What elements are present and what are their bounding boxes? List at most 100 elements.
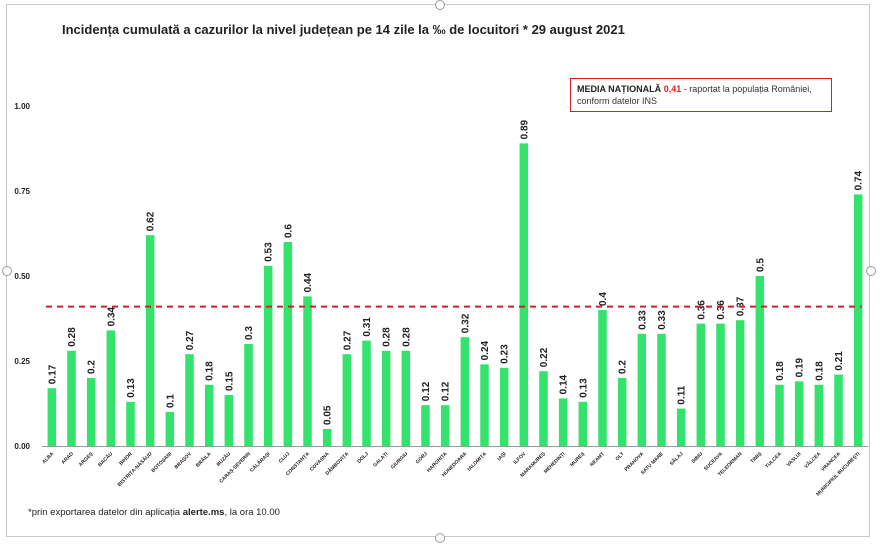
category-label: DOLJ	[356, 451, 370, 465]
bar	[499, 367, 509, 446]
bar	[263, 265, 273, 446]
bar	[617, 378, 627, 446]
bar-value-label: 0.2	[87, 360, 98, 374]
y-tick-label: 0.00	[14, 442, 30, 451]
bar	[676, 408, 686, 446]
national-average-label: MEDIA NAȚIONALĂ	[577, 84, 662, 94]
bar-value-label: 0.2	[618, 360, 629, 374]
bar	[480, 364, 489, 446]
category-label: OLT	[615, 451, 626, 462]
bar-value-label: 0.15	[224, 371, 235, 391]
bar	[539, 371, 548, 446]
category-label: SIBIU	[691, 451, 705, 465]
bar-value-label: 0.05	[323, 405, 334, 425]
category-label: NEAMȚ	[589, 451, 606, 468]
national-average-note: MEDIA NAȚIONALĂ 0,41 - raportat la popul…	[570, 78, 832, 112]
bar-value-label: 0.53	[264, 242, 275, 262]
bar	[735, 320, 745, 446]
footnote-source: alerte.ms	[182, 507, 225, 518]
bar	[204, 384, 214, 446]
bar-value-label: 0.34	[106, 306, 117, 326]
bar	[145, 235, 155, 446]
category-label: MUREȘ	[569, 451, 586, 468]
footnote: *prin exportarea datelor din aplicația a…	[28, 507, 280, 518]
category-label: BACĂU	[97, 450, 115, 468]
bar	[362, 340, 371, 446]
bar-value-label: 0.28	[382, 327, 393, 347]
bar	[519, 143, 529, 446]
category-label: BRĂILA	[194, 450, 213, 469]
bar-value-label: 0.28	[401, 327, 412, 347]
category-label: GALAȚI	[372, 451, 390, 469]
national-average-text-2: conform datelor INS	[577, 96, 658, 106]
category-label: BIHOR	[118, 451, 134, 467]
bar-value-label: 0.17	[47, 364, 58, 384]
bar-value-label: 0.18	[775, 361, 786, 381]
bar-value-label: 0.36	[716, 300, 727, 320]
bar-value-label: 0.32	[460, 313, 471, 333]
bar	[322, 429, 332, 446]
bar	[303, 296, 312, 446]
category-label: BUZĂU	[215, 450, 233, 468]
category-label: CLUJ	[278, 451, 292, 465]
bar-value-label: 0.27	[185, 330, 196, 350]
category-label: ALBA	[41, 451, 55, 465]
bar-value-label: 0.24	[480, 340, 491, 360]
bar-value-label: 0.6	[283, 224, 294, 238]
bar-value-label: 0.13	[126, 378, 137, 398]
bar-value-label: 0.18	[814, 361, 825, 381]
bar-value-label: 0.28	[67, 327, 78, 347]
category-label: ARGEȘ	[78, 451, 95, 468]
bar	[165, 412, 175, 446]
resize-handle-bottom[interactable]	[435, 533, 445, 543]
chart-title: Incidența cumulată a cazurilor la nivel …	[62, 22, 625, 37]
bar-value-label: 0.33	[657, 310, 668, 330]
bar-value-label: 0.18	[205, 361, 216, 381]
bar-value-label: 0.33	[637, 310, 648, 330]
bar	[86, 378, 96, 446]
resize-handle-top[interactable]	[435, 0, 445, 10]
bar-value-label: 0.4	[598, 292, 609, 306]
footnote-suffix: , la ora 10.00	[224, 507, 280, 518]
bar-value-label: 0.13	[578, 378, 589, 398]
bar-value-label: 0.11	[677, 385, 688, 404]
bar	[834, 374, 843, 446]
bar-value-label: 0.12	[421, 381, 432, 401]
bar	[598, 310, 607, 446]
category-label: IAȘI	[496, 451, 508, 463]
bar	[47, 388, 57, 446]
bar	[755, 276, 765, 446]
bar	[558, 398, 568, 446]
bar-value-label: 0.36	[696, 300, 707, 320]
resize-handle-left[interactable]	[2, 266, 12, 276]
category-label: ARAD	[60, 451, 75, 466]
bar-value-label: 0.31	[362, 317, 373, 337]
bar	[106, 330, 116, 446]
bar-value-label: 0.14	[559, 374, 570, 394]
bar	[381, 350, 391, 446]
bar-value-label: 0.21	[834, 351, 845, 371]
y-tick-label: 0.25	[14, 357, 30, 366]
bar-value-label: 0.89	[519, 119, 530, 139]
bar-value-label: 0.22	[539, 347, 550, 367]
category-label: BISTRIȚA-NĂSĂUD	[116, 450, 154, 488]
y-tick-label: 0.50	[14, 272, 30, 281]
bar	[794, 381, 804, 446]
bar-value-label: 0.23	[500, 344, 511, 364]
category-label: MEHEDINȚI	[543, 451, 567, 475]
resize-handle-right[interactable]	[866, 266, 876, 276]
bar	[283, 242, 293, 446]
bar	[814, 384, 824, 446]
bar	[637, 333, 647, 446]
category-label: VASLUI	[786, 451, 803, 468]
bar	[460, 337, 470, 446]
bar	[775, 384, 784, 446]
bar	[126, 401, 135, 446]
bar-value-label: 0.27	[342, 330, 353, 350]
category-label: CĂLĂRAȘI	[248, 450, 272, 474]
footnote-prefix: *prin exportarea datelor din aplicația	[28, 507, 183, 518]
bar	[578, 401, 588, 446]
bar-value-label: 0.44	[303, 272, 314, 292]
y-tick-label: 0.75	[14, 187, 30, 196]
